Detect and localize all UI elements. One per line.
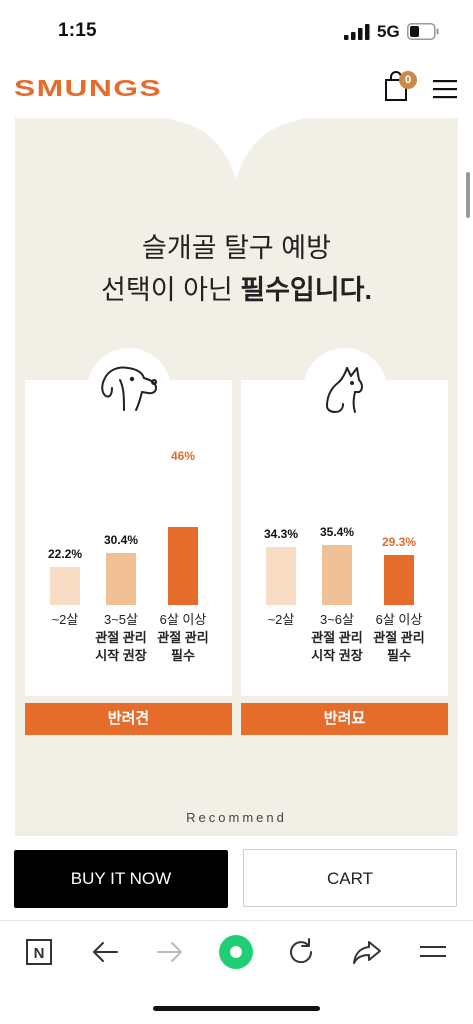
axis-line-2: 관절 관리	[157, 630, 209, 645]
back-arrow-icon[interactable]	[87, 934, 123, 970]
headline-line-2: 선택이 아닌 필수입니다.	[15, 268, 458, 307]
cat-label[interactable]: 반려묘	[241, 703, 448, 735]
cat-value-label-1: 34.3%	[263, 526, 299, 541]
svg-text:N: N	[34, 945, 45, 962]
cat-bar-1	[266, 546, 296, 605]
cat-chart-card	[241, 380, 448, 696]
home-circle-icon[interactable]	[218, 934, 254, 970]
headline-plain: 선택이 아닌	[101, 275, 241, 305]
n-icon[interactable]: N	[22, 934, 58, 970]
decorative-notch	[160, 118, 312, 180]
svg-text:SMUNGS: SMUNGS	[14, 75, 162, 101]
menu-icon[interactable]	[433, 78, 457, 100]
status-time: 1:15	[58, 20, 97, 41]
axis-line-2: 관절 관리	[95, 630, 147, 645]
cat-icon	[326, 367, 363, 413]
axis-line-1: 6살 이상	[375, 612, 423, 627]
axis-line-3: 시작 권장	[95, 648, 147, 663]
dog-bar-3	[168, 526, 198, 605]
dog-axis-label-1: ~2살	[25, 611, 105, 629]
axis-line-1: ~2살	[267, 612, 295, 627]
reload-icon[interactable]	[283, 934, 319, 970]
axis-line-1: 6살 이상	[159, 612, 207, 627]
dog-bar-1	[50, 567, 80, 605]
cat-value-label-2: 35.4%	[319, 524, 355, 539]
dog-value-label-3: 46%	[170, 448, 196, 463]
cat-bar-3	[384, 555, 414, 605]
more-menu-icon[interactable]	[415, 934, 451, 970]
headline-line-1: 슬개골 탈구 예방	[142, 233, 331, 263]
cart-count-badge: 0	[399, 71, 417, 89]
axis-line-3: 시작 권장	[311, 648, 363, 663]
recommend-heading: Recommend	[186, 810, 287, 825]
share-icon[interactable]	[349, 934, 385, 970]
product-detail-panel: 슬개골 탈구 예방 선택이 아닌 필수입니다. 반려견 반려묘 Recommen…	[15, 118, 458, 836]
dog-icon	[101, 366, 158, 411]
dog-bar-2	[106, 553, 136, 605]
axis-line-1: 3~6살	[319, 612, 354, 627]
battery-icon	[407, 23, 439, 40]
dog-value-label-2: 30.4%	[103, 533, 139, 548]
cat-bar-2	[322, 544, 352, 605]
axis-line-3: 필수	[387, 648, 411, 663]
axis-line-2: 관절 관리	[311, 630, 363, 645]
axis-line-2: 관절 관리	[373, 630, 425, 645]
dog-value-label-1: 22.2%	[47, 547, 83, 562]
cat-value-label-3: 29.3%	[381, 535, 417, 550]
network-type: 5G	[377, 22, 400, 41]
add-to-cart-button[interactable]: CART	[243, 849, 457, 907]
headline-bold: 필수입니다.	[240, 275, 372, 305]
toolbar-divider	[0, 920, 473, 921]
axis-line-3: 필수	[171, 648, 195, 663]
cat-axis-label-1: ~2살	[241, 611, 321, 629]
axis-line-1: ~2살	[51, 612, 79, 627]
axis-line-1: 3~5살	[103, 612, 138, 627]
cellular-signal-icon	[344, 24, 370, 40]
dog-label[interactable]: 반려견	[25, 703, 232, 735]
brand-logo[interactable]: SMUNGS	[14, 74, 164, 102]
buy-now-button[interactable]: BUY IT NOW	[14, 850, 228, 908]
home-indicator	[153, 1006, 320, 1011]
forward-arrow-icon[interactable]	[152, 934, 188, 970]
scrollbar-thumb[interactable]	[466, 172, 470, 218]
